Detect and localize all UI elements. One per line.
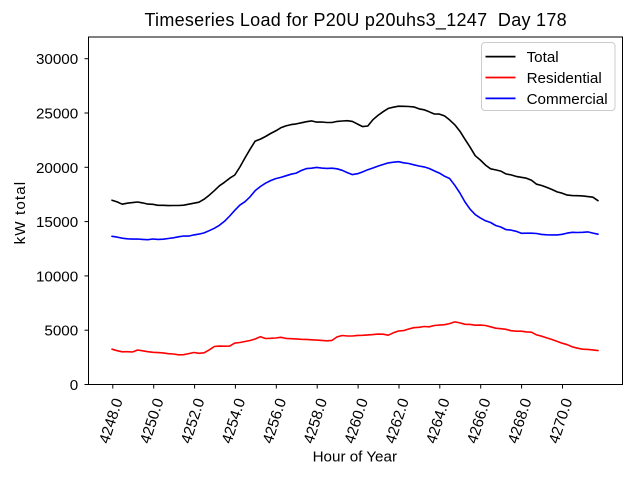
svg-text:Commercial: Commercial — [527, 91, 608, 108]
svg-text:Timeseries Load for P20U p20uh: Timeseries Load for P20U p20uhs3_1247 Da… — [144, 10, 566, 31]
svg-text:0: 0 — [70, 377, 78, 394]
svg-text:kW total: kW total — [12, 181, 29, 245]
svg-text:15000: 15000 — [36, 214, 78, 231]
svg-text:10000: 10000 — [36, 268, 78, 285]
svg-text:30000: 30000 — [36, 51, 78, 68]
svg-text:20000: 20000 — [36, 160, 78, 177]
svg-text:25000: 25000 — [36, 106, 78, 123]
svg-text:Total: Total — [527, 49, 559, 66]
svg-text:5000: 5000 — [44, 323, 78, 340]
svg-text:Residential: Residential — [527, 70, 602, 87]
svg-text:Hour of Year: Hour of Year — [313, 449, 397, 466]
